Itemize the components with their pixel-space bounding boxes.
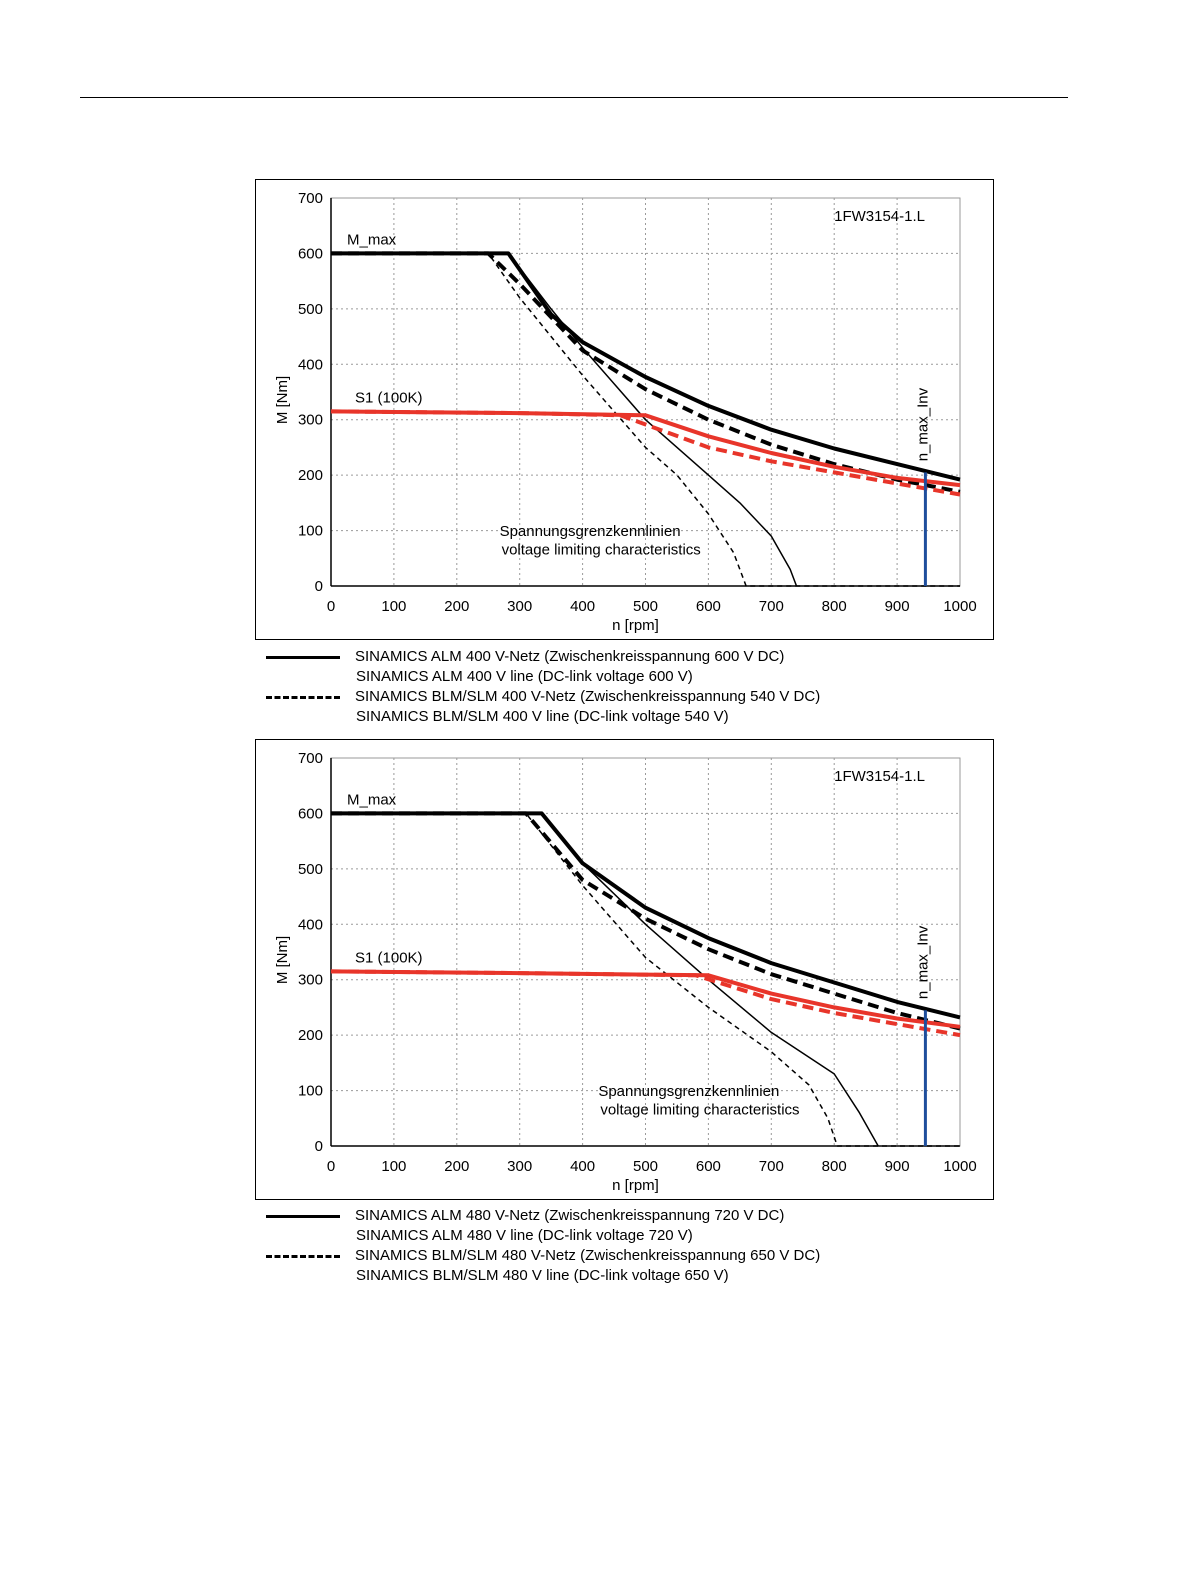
voltage-limit-label-en: voltage limiting characteristics <box>600 1101 799 1118</box>
y-tick-label: 100 <box>298 523 323 540</box>
m-max-label: M_max <box>347 791 397 808</box>
legend-400v: SINAMICS ALM 400 V-Netz (Zwischenkreissp… <box>260 647 960 733</box>
x-tick-label: 400 <box>570 1158 595 1175</box>
y-tick-label: 300 <box>298 412 323 429</box>
y-axis-label: M [Nm] <box>274 376 291 424</box>
s1-label: S1 (100K) <box>355 949 423 966</box>
s1-label: S1 (100K) <box>355 389 423 406</box>
x-tick-label: 100 <box>381 598 406 615</box>
y-tick-label: 0 <box>315 578 323 595</box>
n-max-label: n_max_Inv <box>914 387 931 461</box>
legend-swatch-dashed <box>266 696 340 699</box>
y-tick-label: 200 <box>298 1027 323 1044</box>
x-tick-label: 300 <box>507 598 532 615</box>
top-rule <box>80 97 1068 98</box>
legend-text-en: SINAMICS BLM/SLM 400 V line (DC-link vol… <box>356 708 729 725</box>
n-max-label: n_max_Inv <box>914 925 931 999</box>
series-line-5 <box>330 969 961 1038</box>
y-tick-label: 0 <box>315 1138 323 1155</box>
y-tick-label: 600 <box>298 805 323 822</box>
x-tick-label: 400 <box>570 598 595 615</box>
x-tick-label: 0 <box>327 598 335 615</box>
legend-text-en: SINAMICS ALM 400 V line (DC-link voltage… <box>356 668 693 685</box>
legend-swatch-dashed <box>266 1255 340 1258</box>
voltage-limit-label-en: voltage limiting characteristics <box>502 541 701 558</box>
chart-panel-400v: 0 100 200 300 400 500 600 700 800 900 1000 0 100 200 3… <box>255 179 994 640</box>
series-line-3 <box>331 812 960 1147</box>
y-tick-label: 500 <box>298 861 323 878</box>
series-line-0 <box>331 251 961 482</box>
legend-text-en: SINAMICS ALM 480 V line (DC-link voltage… <box>356 1227 693 1244</box>
legend-text-de: SINAMICS BLM/SLM 480 V-Netz (Zwischenkre… <box>355 1247 821 1264</box>
legend-480v: SINAMICS ALM 480 V-Netz (Zwischenkreissp… <box>260 1206 960 1292</box>
x-tick-label: 700 <box>759 1158 784 1175</box>
x-tick-label: 600 <box>696 1158 721 1175</box>
legend-text-de: SINAMICS ALM 400 V-Netz (Zwischenkreissp… <box>355 648 785 665</box>
voltage-limit-label-de: Spannungsgrenzkennlinien <box>598 1083 779 1100</box>
x-tick-label: 900 <box>885 598 910 615</box>
x-tick-label: 800 <box>822 598 847 615</box>
x-tick-label: 600 <box>696 598 721 615</box>
series-line-3 <box>331 252 960 587</box>
model-label: 1FW3154-1.L <box>834 208 925 225</box>
legend-text-de: SINAMICS BLM/SLM 400 V-Netz (Zwischenkre… <box>355 688 821 705</box>
x-tick-label: 200 <box>444 1158 469 1175</box>
torque-speed-chart-480v: 0 100 200 300 400 500 600 700 800 900 1000 0 100 200 3… <box>274 750 977 1194</box>
y-axis-label: M [Nm] <box>274 936 291 984</box>
y-tick-label: 700 <box>298 750 323 767</box>
x-tick-label: 0 <box>327 1158 335 1175</box>
y-tick-label: 600 <box>298 245 323 262</box>
y-tick-label: 100 <box>298 1083 323 1100</box>
x-axis-label: n [rpm] <box>612 1177 659 1194</box>
torque-speed-chart-400v: 0 100 200 300 400 500 600 700 800 900 1000 0 100 200 3… <box>274 190 977 634</box>
plot-area <box>330 197 961 587</box>
y-tick-label: 400 <box>298 356 323 373</box>
x-tick-label: 500 <box>633 598 658 615</box>
series-line-2 <box>331 252 798 587</box>
x-tick-label: 700 <box>759 598 784 615</box>
y-tick-label: 500 <box>298 301 323 318</box>
x-tick-label: 1000 <box>943 598 976 615</box>
model-label: 1FW3154-1.L <box>834 768 925 785</box>
voltage-limit-label-de: Spannungsgrenzkennlinien <box>500 523 681 540</box>
x-axis-label: n [rpm] <box>612 617 659 634</box>
x-tick-label: 1000 <box>943 1158 976 1175</box>
x-tick-label: 800 <box>822 1158 847 1175</box>
legend-swatch-solid <box>266 656 340 659</box>
m-max-label: M_max <box>347 231 397 248</box>
chart-panel-480v: 0 100 200 300 400 500 600 700 800 900 1000 0 100 200 3… <box>255 739 994 1200</box>
legend-text-de: SINAMICS ALM 480 V-Netz (Zwischenkreissp… <box>355 1207 785 1224</box>
y-tick-label: 400 <box>298 916 323 933</box>
x-tick-label: 900 <box>885 1158 910 1175</box>
x-tick-label: 500 <box>633 1158 658 1175</box>
x-tick-label: 100 <box>381 1158 406 1175</box>
x-tick-label: 200 <box>444 598 469 615</box>
series-line-5 <box>330 409 961 497</box>
legend-swatch-solid <box>266 1215 340 1218</box>
legend-text-en: SINAMICS BLM/SLM 480 V line (DC-link vol… <box>356 1267 729 1284</box>
series-line-1 <box>331 811 961 1031</box>
x-tick-label: 300 <box>507 1158 532 1175</box>
y-tick-label: 700 <box>298 190 323 207</box>
y-tick-label: 300 <box>298 972 323 989</box>
y-tick-label: 200 <box>298 467 323 484</box>
plot-area <box>330 757 961 1147</box>
